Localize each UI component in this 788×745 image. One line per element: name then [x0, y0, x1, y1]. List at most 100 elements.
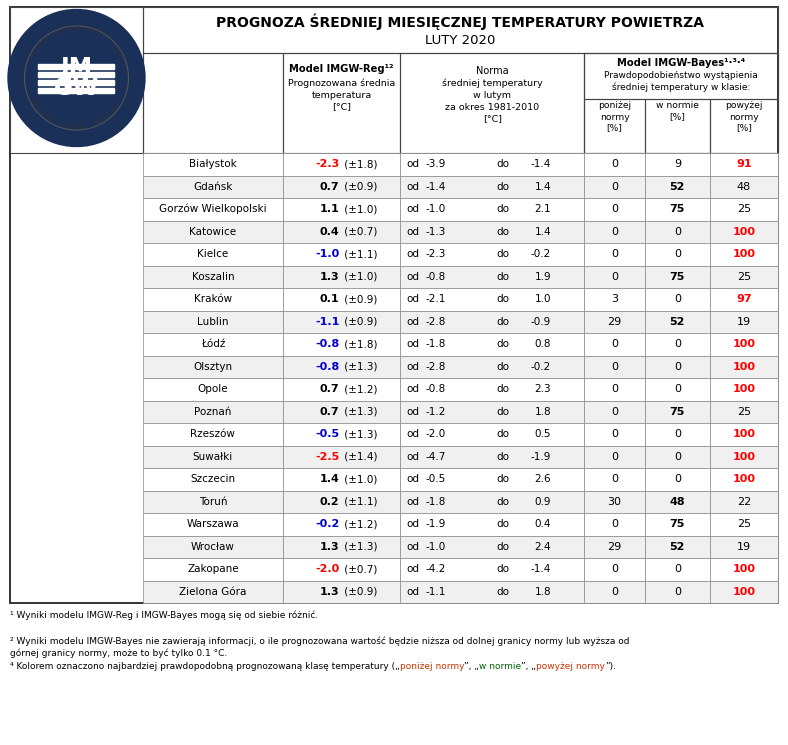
Text: (±0.7): (±0.7)	[341, 564, 377, 574]
Bar	[710, 288, 778, 311]
Text: I: I	[85, 124, 88, 129]
Bar	[400, 355, 585, 378]
Bar	[143, 468, 283, 490]
Bar	[400, 333, 585, 355]
Bar	[710, 446, 778, 468]
Bar	[400, 401, 585, 423]
Bar	[585, 153, 645, 176]
Text: do: do	[496, 429, 510, 440]
Bar	[645, 265, 710, 288]
Text: (±1.4): (±1.4)	[341, 451, 378, 462]
Bar	[585, 446, 645, 468]
Text: do: do	[496, 339, 510, 349]
Text: 0: 0	[674, 564, 681, 574]
Text: 1.3: 1.3	[320, 272, 340, 282]
Bar	[585, 513, 645, 536]
Bar	[143, 153, 283, 176]
Text: 0.8: 0.8	[535, 339, 551, 349]
Bar	[710, 468, 778, 490]
Text: do: do	[496, 204, 510, 215]
Text: S: S	[116, 51, 122, 56]
Text: powyżej: powyżej	[725, 101, 763, 110]
Text: 1.1: 1.1	[320, 204, 340, 215]
Text: Rzeszów: Rzeszów	[191, 429, 236, 440]
Bar	[585, 536, 645, 558]
Text: -2.8: -2.8	[426, 317, 446, 327]
Text: Z: Z	[31, 100, 37, 105]
Bar	[283, 401, 400, 423]
Text: M: M	[55, 29, 61, 36]
Text: -1.9: -1.9	[531, 451, 551, 462]
Text: -1.4: -1.4	[426, 182, 446, 191]
Text: -0.5: -0.5	[426, 475, 446, 484]
Bar	[400, 378, 585, 401]
Bar	[283, 198, 400, 221]
Text: 29: 29	[608, 317, 622, 327]
Text: do: do	[496, 542, 510, 552]
Text: 0: 0	[611, 519, 618, 529]
Text: do: do	[496, 159, 510, 169]
Bar	[645, 221, 710, 243]
Text: ”, „: ”, „	[521, 662, 536, 671]
Bar	[585, 99, 645, 153]
Bar	[645, 176, 710, 198]
Text: -0.2: -0.2	[531, 362, 551, 372]
Text: 25: 25	[737, 407, 751, 416]
Bar	[283, 355, 400, 378]
Text: Łódź: Łódź	[201, 339, 225, 349]
Text: Zakopane: Zakopane	[187, 564, 239, 574]
Bar	[645, 198, 710, 221]
Bar	[143, 446, 283, 468]
Text: 0.4: 0.4	[535, 519, 551, 529]
Text: (±1.3): (±1.3)	[341, 542, 378, 552]
Text: ¹ Wyniki modelu IMGW-Reg i IMGW-Bayes mogą się od siebie różnić.: ¹ Wyniki modelu IMGW-Reg i IMGW-Bayes mo…	[10, 610, 318, 620]
Bar	[283, 288, 400, 311]
Text: od: od	[406, 497, 419, 507]
Text: 0.9: 0.9	[535, 497, 551, 507]
Text: 0.1: 0.1	[320, 294, 340, 304]
Text: 1.8: 1.8	[534, 407, 551, 416]
Bar	[585, 423, 645, 446]
Bar	[645, 423, 710, 446]
Bar	[585, 265, 645, 288]
Text: -0.2: -0.2	[531, 250, 551, 259]
Text: Suwałki: Suwałki	[193, 451, 233, 462]
Bar	[143, 265, 283, 288]
Text: 0: 0	[674, 384, 681, 394]
Text: -1.4: -1.4	[531, 159, 551, 169]
Text: -1.8: -1.8	[426, 339, 446, 349]
Text: od: od	[406, 226, 419, 237]
Text: I: I	[29, 56, 35, 59]
Text: -1.0: -1.0	[426, 204, 446, 215]
Bar	[585, 288, 645, 311]
Text: -1.0: -1.0	[426, 542, 446, 552]
Bar	[283, 468, 400, 490]
Text: Warszawa: Warszawa	[187, 519, 240, 529]
Text: do: do	[496, 272, 510, 282]
Text: górnej granicy normy, może to być tylko 0.1 °C.: górnej granicy normy, może to być tylko …	[10, 649, 227, 659]
Text: do: do	[496, 407, 510, 416]
Text: IM: IM	[61, 56, 92, 80]
Text: od: od	[406, 159, 419, 169]
Text: do: do	[496, 497, 510, 507]
Bar	[283, 378, 400, 401]
Bar	[10, 7, 778, 603]
Bar	[710, 423, 778, 446]
Text: -0.5: -0.5	[315, 429, 340, 440]
Text: Kraków: Kraków	[194, 294, 232, 304]
Bar	[283, 513, 400, 536]
Circle shape	[38, 39, 116, 117]
Text: 0: 0	[611, 182, 618, 191]
Bar	[400, 513, 585, 536]
Circle shape	[24, 26, 128, 130]
Text: do: do	[496, 362, 510, 372]
Text: -0.9: -0.9	[531, 317, 551, 327]
Text: (±0.9): (±0.9)	[341, 317, 377, 327]
Bar	[710, 513, 778, 536]
Bar	[283, 490, 400, 513]
Text: I: I	[106, 39, 111, 43]
Text: normy: normy	[600, 112, 630, 121]
Text: w lutym: w lutym	[474, 90, 511, 100]
Text: 75: 75	[670, 519, 685, 529]
Text: 0: 0	[674, 226, 681, 237]
